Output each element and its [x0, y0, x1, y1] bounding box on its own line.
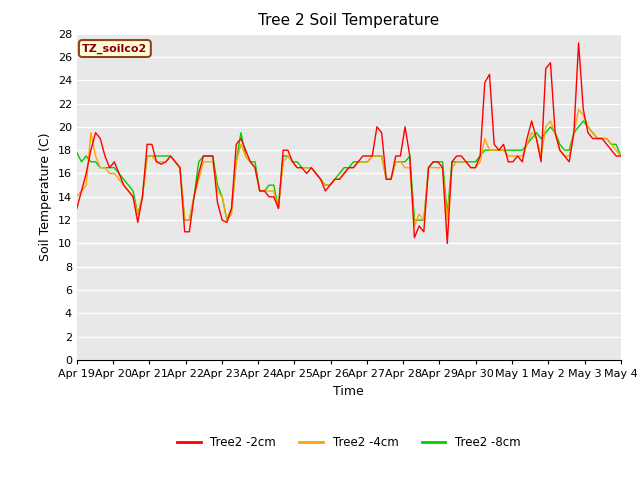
- Tree2 -8cm: [579, 118, 587, 124]
- Tree2 -2cm: [218, 217, 226, 223]
- Line: Tree2 -8cm: Tree2 -8cm: [77, 121, 621, 220]
- Tree2 -8cm: [190, 194, 198, 200]
- Tree2 -4cm: [411, 223, 419, 229]
- Tree2 -2cm: [589, 136, 596, 142]
- Tree2 -8cm: [223, 217, 230, 223]
- Tree2 -8cm: [589, 130, 596, 135]
- Title: Tree 2 Soil Temperature: Tree 2 Soil Temperature: [258, 13, 440, 28]
- Tree2 -8cm: [73, 150, 81, 156]
- Tree2 -4cm: [218, 194, 226, 200]
- Tree2 -2cm: [176, 165, 184, 170]
- Tree2 -2cm: [200, 153, 207, 159]
- Tree2 -4cm: [73, 194, 81, 200]
- Tree2 -8cm: [181, 217, 189, 223]
- Tree2 -4cm: [200, 159, 207, 165]
- Tree2 -4cm: [575, 107, 582, 112]
- Tree2 -4cm: [186, 217, 193, 223]
- Text: TZ_soilco2: TZ_soilco2: [82, 43, 147, 54]
- Tree2 -2cm: [317, 177, 324, 182]
- Tree2 -8cm: [617, 153, 625, 159]
- Tree2 -4cm: [589, 130, 596, 135]
- Tree2 -2cm: [617, 153, 625, 159]
- Tree2 -2cm: [444, 240, 451, 246]
- Tree2 -2cm: [73, 205, 81, 211]
- Tree2 -2cm: [186, 229, 193, 235]
- Y-axis label: Soil Temperature (C): Soil Temperature (C): [39, 132, 52, 261]
- Line: Tree2 -4cm: Tree2 -4cm: [77, 109, 621, 226]
- X-axis label: Time: Time: [333, 384, 364, 397]
- Tree2 -8cm: [321, 182, 329, 188]
- Tree2 -4cm: [176, 165, 184, 170]
- Tree2 -8cm: [176, 165, 184, 170]
- Line: Tree2 -2cm: Tree2 -2cm: [77, 43, 621, 243]
- Legend: Tree2 -2cm, Tree2 -4cm, Tree2 -8cm: Tree2 -2cm, Tree2 -4cm, Tree2 -8cm: [172, 431, 525, 454]
- Tree2 -8cm: [204, 153, 212, 159]
- Tree2 -4cm: [617, 153, 625, 159]
- Tree2 -4cm: [317, 177, 324, 182]
- Tree2 -2cm: [575, 40, 582, 46]
